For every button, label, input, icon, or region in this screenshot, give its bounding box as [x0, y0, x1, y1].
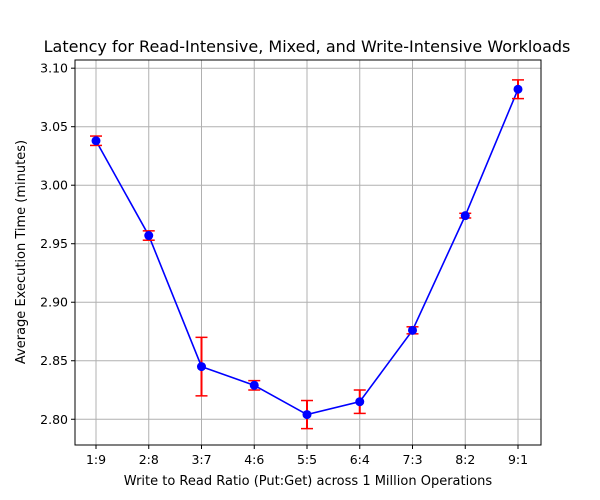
y-axis-label: Average Execution Time (minutes)	[14, 140, 29, 364]
data-point	[513, 84, 523, 94]
y-tick-label: 3.00	[40, 178, 68, 193]
x-tick-label: 4:6	[244, 452, 264, 467]
y-tick-label: 2.90	[40, 295, 68, 310]
x-axis: 1:9 2:8 3:7 4:6 5:5 6:4 7:3 8:2 9:1	[86, 445, 528, 467]
data-point	[144, 231, 154, 241]
data-point	[249, 380, 259, 390]
y-tick-label: 2.95	[40, 236, 68, 251]
x-axis-label: Write to Read Ratio (Put:Get) across 1 M…	[124, 474, 493, 489]
data-point	[355, 397, 365, 407]
grid-lines	[75, 60, 541, 445]
y-axis: 2.80 2.85 2.90 2.95 3.00 3.05 3.10	[40, 61, 75, 427]
y-tick-label: 2.80	[40, 412, 68, 427]
x-tick-label: 5:5	[297, 452, 317, 467]
data-point	[197, 362, 206, 372]
data-point	[408, 325, 417, 335]
chart-title: Latency for Read-Intensive, Mixed, and W…	[44, 37, 571, 56]
series-group	[90, 79, 524, 430]
x-tick-label: 6:4	[350, 452, 370, 467]
x-tick-label: 3:7	[191, 452, 211, 467]
x-tick-label: 8:2	[455, 452, 475, 467]
x-tick-label: 9:1	[508, 452, 528, 467]
data-point	[91, 136, 101, 146]
x-tick-label: 7:3	[402, 452, 422, 467]
y-tick-label: 3.10	[40, 61, 68, 76]
data-point	[302, 410, 312, 420]
x-tick-label: 1:9	[86, 452, 106, 467]
data-point	[460, 211, 470, 221]
plot-area-frame	[74, 59, 542, 446]
x-tick-label: 2:8	[139, 452, 159, 467]
y-tick-label: 2.85	[40, 353, 68, 368]
y-tick-label: 3.05	[40, 119, 68, 134]
